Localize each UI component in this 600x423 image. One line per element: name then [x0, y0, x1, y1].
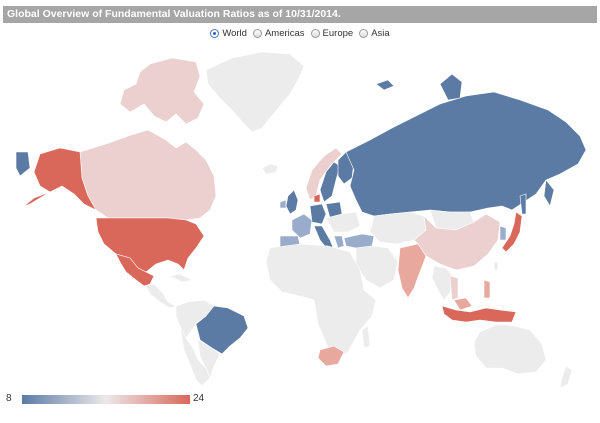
region-option-americas[interactable]: Americas	[252, 27, 305, 39]
legend-max-label: 24	[193, 393, 205, 404]
country-china[interactable]	[413, 213, 501, 271]
country-alaska[interactable]	[33, 147, 97, 211]
country-united-states[interactable]	[95, 217, 205, 273]
radio-europe-icon[interactable]	[310, 28, 320, 38]
country-canada-islands[interactable]	[119, 57, 205, 125]
region-option-asia[interactable]: Asia	[359, 27, 390, 39]
country-north-africa[interactable]	[265, 243, 377, 357]
country-greece[interactable]	[333, 235, 345, 249]
country-central-america[interactable]	[145, 283, 177, 309]
country-mexico[interactable]	[115, 253, 155, 287]
country-france[interactable]	[291, 213, 313, 239]
country-korea[interactable]	[499, 225, 507, 241]
country-new-zealand[interactable]	[559, 365, 573, 389]
legend-min-label: 8	[6, 393, 12, 404]
country-southeast-asia[interactable]	[431, 265, 455, 301]
country-russia-kamchatka[interactable]	[543, 179, 555, 207]
country-thailand[interactable]	[449, 275, 459, 301]
country-russia-islands-north[interactable]	[439, 73, 463, 101]
radio-asia-icon[interactable]	[359, 28, 369, 38]
country-greenland[interactable]	[205, 51, 305, 133]
country-brazil[interactable]	[195, 305, 249, 355]
region-label-americas: Americas	[264, 27, 305, 39]
country-canada[interactable]	[79, 129, 217, 221]
country-philippines[interactable]	[483, 279, 491, 299]
country-japan[interactable]	[501, 211, 523, 253]
legend-color-scale	[22, 395, 190, 404]
region-label-world: World	[222, 27, 247, 39]
country-indonesia[interactable]	[441, 305, 517, 323]
world-map	[15, 51, 587, 389]
region-selector: World Americas Europe Asia	[0, 25, 600, 41]
country-taiwan[interactable]	[493, 261, 499, 271]
country-madagascar[interactable]	[361, 325, 371, 349]
country-denmark[interactable]	[313, 193, 321, 203]
country-cuba[interactable]	[169, 273, 193, 283]
country-iceland[interactable]	[261, 163, 279, 175]
country-germany[interactable]	[309, 203, 327, 225]
country-sweden[interactable]	[319, 161, 341, 203]
region-option-world[interactable]: World	[210, 28, 247, 39]
region-label-asia: Asia	[371, 27, 390, 39]
country-india[interactable]	[397, 243, 427, 299]
country-turkey[interactable]	[343, 233, 375, 249]
country-russia-svalbard[interactable]	[375, 79, 395, 91]
country-australia[interactable]	[473, 323, 547, 375]
country-russia-west-tip[interactable]	[15, 151, 31, 177]
region-label-europe: Europe	[322, 27, 354, 39]
country-ireland[interactable]	[279, 199, 287, 209]
country-alaska-peninsula[interactable]	[23, 191, 51, 207]
country-united-kingdom[interactable]	[285, 189, 299, 215]
radio-americas-icon[interactable]	[252, 28, 262, 38]
country-malaysia[interactable]	[453, 297, 473, 311]
country-eastern-europe[interactable]	[325, 211, 361, 233]
country-norway[interactable]	[305, 147, 343, 201]
chart-title: Global Overview of Fundamental Valuation…	[3, 6, 597, 23]
country-south-africa[interactable]	[317, 345, 345, 367]
region-option-europe[interactable]: Europe	[310, 27, 354, 39]
country-sakhalin[interactable]	[519, 193, 527, 215]
radio-world-selected-icon[interactable]	[210, 28, 220, 38]
